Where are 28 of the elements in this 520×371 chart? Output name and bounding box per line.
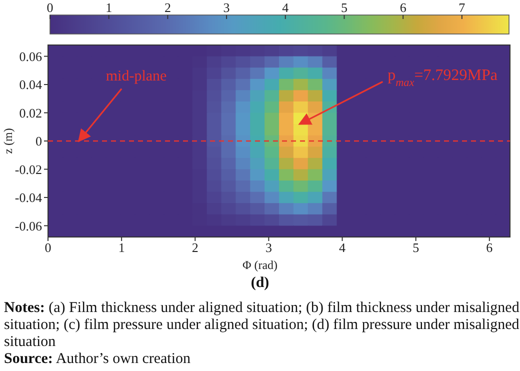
color-bar-label: 3 bbox=[223, 0, 230, 15]
color-bar-label: 5 bbox=[340, 0, 348, 15]
y-axis-title: z (m) bbox=[1, 128, 15, 154]
color-bar-label: 2 bbox=[164, 0, 171, 15]
ref-line-label: mid-plane bbox=[106, 68, 168, 84]
annotation: p$_{max}$=7.7929MPa bbox=[388, 67, 498, 90]
color-bar-label: 4 bbox=[282, 0, 290, 15]
y-tick-label: -0.02 bbox=[14, 162, 42, 177]
y-tick-label: 0 bbox=[36, 134, 42, 149]
x-tick-label: 5 bbox=[412, 240, 420, 256]
x-tick-label: 1 bbox=[118, 240, 125, 256]
source-note: Source: Author’s own creation bbox=[4, 351, 192, 368]
y-tick-label: -0.04 bbox=[14, 190, 42, 206]
text: (d) bbox=[250, 275, 270, 292]
x-tick-label: 6 bbox=[486, 240, 494, 256]
color-bar-label: 6 bbox=[400, 0, 407, 15]
y-tick-label: -0.06 bbox=[14, 218, 42, 234]
x-tick-label: 4 bbox=[339, 240, 346, 256]
color-bar-label: 1 bbox=[106, 0, 112, 15]
color-bar-label: 7 bbox=[458, 0, 466, 15]
y-tick-label: 0.04 bbox=[19, 77, 42, 92]
text: Notes: (a) Film thickness under aligned situation; (b) film thickness under misaligned situation; (c) film pressure under aligned situation; (d) film pressure under misaligned situation bbox=[4, 300, 520, 351]
y-tick-label: 0.06 bbox=[19, 48, 42, 64]
y-tick-label: 0.02 bbox=[19, 105, 42, 120]
color-bar-label: 0 bbox=[46, 0, 54, 15]
x-tick-label: 3 bbox=[265, 240, 272, 256]
x-axis-title: Φ (rad) bbox=[242, 258, 278, 272]
x-tick-label: 2 bbox=[192, 240, 198, 256]
